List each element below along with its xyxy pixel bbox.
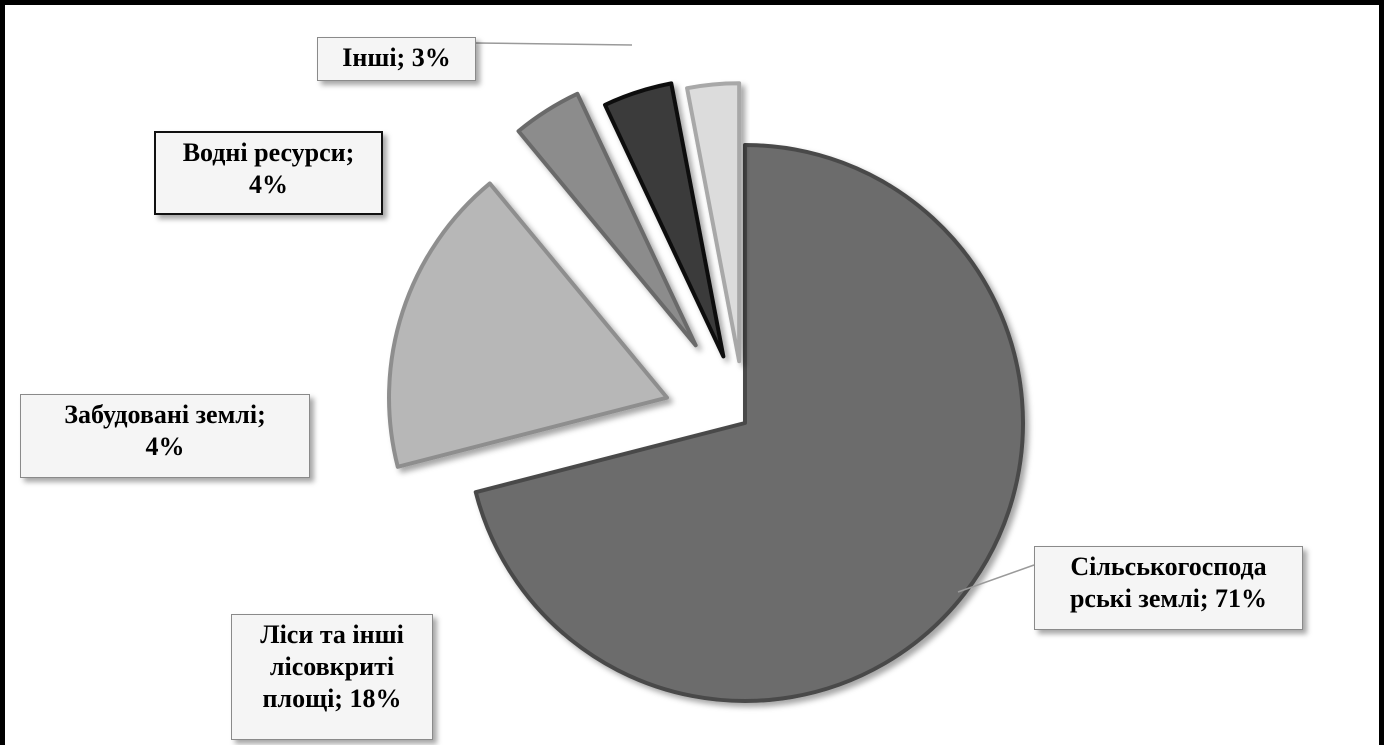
slice-water <box>603 81 726 359</box>
data-label-water-line-2: 4% <box>249 170 288 199</box>
data-label-agricultural-line-1: Сільськогоспода <box>1070 552 1267 581</box>
slice-built-up <box>516 91 698 348</box>
data-label-agricultural: Сільськогоспода рські землі; 71% <box>1034 546 1303 630</box>
data-label-forests-line-3: площі; 18% <box>262 684 402 713</box>
slice-forests <box>387 181 670 469</box>
data-label-other: Інші; 3% <box>317 37 476 81</box>
data-label-water-line-1: Водні ресурси; <box>182 138 355 167</box>
slice-agricultural <box>473 143 1025 703</box>
data-label-built-up: Забудовані землі; 4% <box>20 394 310 478</box>
data-label-forests-line-2: лісовкриті <box>269 652 395 681</box>
data-label-built-up-line-2: 4% <box>145 432 185 461</box>
leader-line-agricultural <box>957 564 1035 593</box>
data-label-agricultural-line-2: рські землі; 71% <box>1069 584 1268 613</box>
data-label-forests: Ліси та інші лісовкриті площі; 18% <box>231 614 433 740</box>
data-label-water: Водні ресурси; 4% <box>154 131 383 215</box>
slice-other <box>685 81 742 364</box>
data-label-built-up-line-1: Забудовані землі; <box>64 400 266 429</box>
leader-line-other <box>475 42 633 46</box>
data-label-other-line-1: Інші; 3% <box>342 43 451 72</box>
data-label-forests-line-1: Ліси та інші <box>260 620 404 649</box>
